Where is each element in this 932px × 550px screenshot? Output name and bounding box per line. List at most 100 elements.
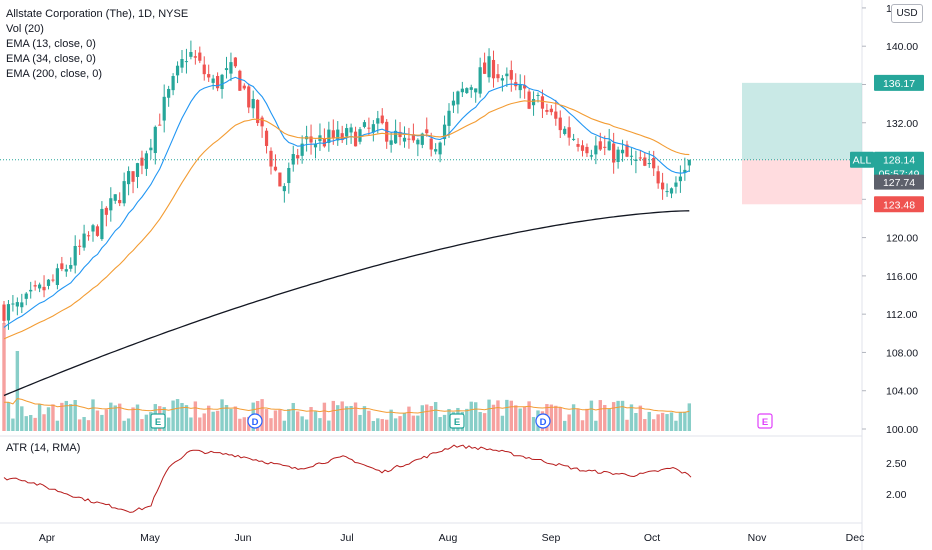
candle-body <box>331 130 335 138</box>
candle-body <box>394 130 398 144</box>
atr-line <box>3 444 692 513</box>
candle-body <box>251 98 255 109</box>
volume-bar <box>580 420 585 431</box>
candle-body <box>113 194 117 201</box>
volume-bar <box>571 404 576 431</box>
volume-bar <box>73 400 77 431</box>
volume-bar <box>166 417 171 431</box>
volume-bar <box>144 414 149 431</box>
candle-body <box>345 128 349 137</box>
volume-bar <box>500 415 505 431</box>
legend-vol: Vol (20) <box>6 23 44 35</box>
position-tool[interactable] <box>742 82 862 205</box>
volume-bar <box>660 412 665 431</box>
candle-body <box>135 163 140 177</box>
candle-body <box>460 88 464 93</box>
volume-bar <box>616 400 620 431</box>
candle-body <box>429 138 433 150</box>
candle-body <box>211 78 215 83</box>
candle-body <box>545 109 549 112</box>
candle-body <box>500 78 504 81</box>
candle-body <box>376 118 380 124</box>
candle-body <box>647 163 651 165</box>
candle-body <box>674 182 678 187</box>
price-tick-label: 104.00 <box>886 386 918 398</box>
candle-body <box>665 191 669 193</box>
candle-body <box>527 91 531 109</box>
ema-price-tag-text: 127.74 <box>883 177 915 189</box>
volume-bar <box>514 405 518 431</box>
candle-body <box>620 149 625 154</box>
volume-bar <box>184 405 189 431</box>
volume-bar <box>491 404 496 431</box>
volume-bar <box>465 408 469 431</box>
candle-body <box>86 235 91 237</box>
candle-body <box>69 265 73 269</box>
candle-body <box>198 52 202 61</box>
grid <box>0 0 863 550</box>
volume-bar <box>296 411 300 431</box>
volume-bar <box>64 400 68 431</box>
volume-bar <box>385 419 389 431</box>
candle-body <box>64 269 68 272</box>
candle-body <box>131 171 135 182</box>
volume-bar <box>683 411 687 431</box>
candle-body <box>55 268 59 286</box>
volume-bar <box>647 411 651 431</box>
candle-body <box>278 172 282 187</box>
volume-bar <box>656 414 660 431</box>
candle-body <box>509 70 513 80</box>
legend-ema13: EMA (13, close, 0) <box>6 38 96 50</box>
candle-body <box>451 100 456 106</box>
candle-body <box>567 127 571 138</box>
volume-bar <box>625 419 629 431</box>
candle-body <box>216 75 220 89</box>
volume-bar <box>69 404 73 431</box>
time-label: Nov <box>748 532 767 544</box>
candle-body <box>33 285 37 287</box>
legend-title: Allstate Corporation (The), 1D, NYSE <box>6 8 189 20</box>
currency-badge[interactable]: USD <box>891 4 923 23</box>
ema-price-tag <box>874 174 924 190</box>
earnings-marker <box>150 413 166 429</box>
volume-bar <box>29 415 33 431</box>
volume-bar <box>433 402 438 431</box>
candle-body <box>175 65 180 76</box>
candle-body <box>24 293 28 299</box>
volume-bar <box>411 415 416 431</box>
price-tick-label: 140.00 <box>886 41 918 53</box>
candle-body <box>202 64 206 75</box>
volume-bar <box>509 400 513 431</box>
candle-body <box>585 146 589 154</box>
volume-bar <box>482 413 487 431</box>
candle-body <box>207 74 211 78</box>
chart-legend: Allstate Corporation (The), 1D, NYSE Vol… <box>6 7 188 82</box>
volume-bar <box>398 416 402 431</box>
volume-bar <box>37 404 42 431</box>
volume-bar <box>198 417 202 431</box>
candle-body <box>505 73 509 77</box>
volume-bar <box>77 419 82 431</box>
candle-body <box>434 149 438 152</box>
candle-body <box>478 67 482 94</box>
volume-bar <box>220 399 224 431</box>
time-label: Jul <box>340 532 353 544</box>
volume-bar <box>287 409 291 431</box>
candle-body <box>656 171 660 184</box>
candle-body <box>300 143 304 156</box>
volume-bar <box>518 408 522 431</box>
volume-bar <box>291 402 295 431</box>
target-price-tag-text: 136.17 <box>883 78 915 90</box>
candle-body <box>612 143 616 163</box>
candle-body <box>491 59 496 79</box>
volume-bar <box>131 407 135 431</box>
volume-bar <box>340 401 344 431</box>
candle-body <box>287 167 291 184</box>
candle-body <box>407 138 411 140</box>
candle-body <box>678 176 682 182</box>
volume-bar <box>336 405 340 431</box>
target-zone <box>742 82 862 160</box>
candle-body <box>625 144 629 157</box>
